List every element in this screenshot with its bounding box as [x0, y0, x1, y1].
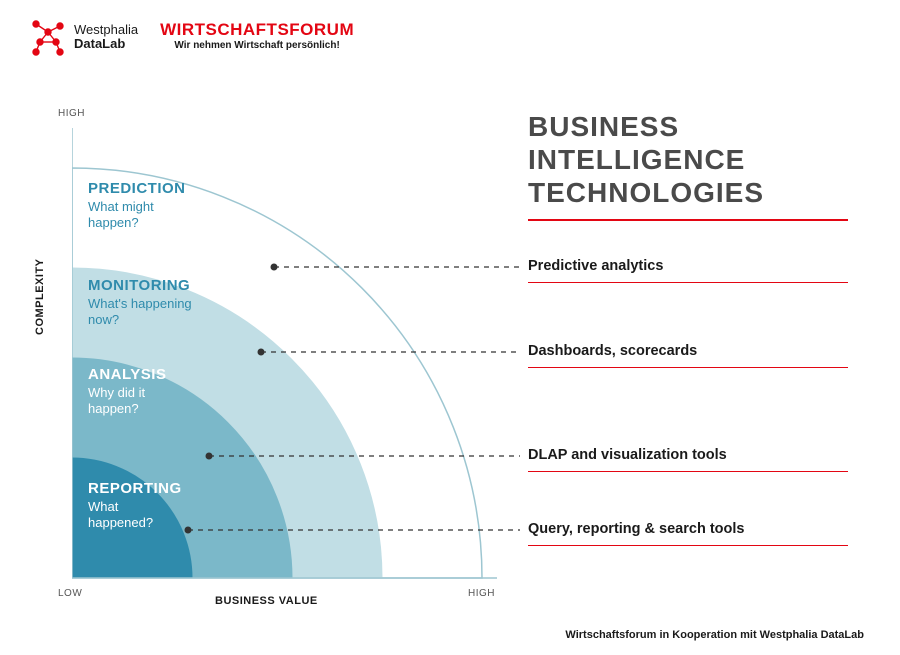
annotation-reporting: Query, reporting & search tools	[528, 521, 848, 546]
wforum-subtitle: Wir nehmen Wirtschaft persönlich!	[160, 40, 354, 51]
datalab-logo-text: Westphalia DataLab	[74, 23, 138, 50]
annotation-rule	[528, 282, 848, 283]
annotation-monitoring: Dashboards, scorecards	[528, 343, 848, 368]
annotation-reporting-label: Query, reporting & search tools	[528, 521, 744, 537]
datalab-network-icon	[30, 18, 66, 56]
datalab-logo-line2: DataLab	[74, 36, 125, 51]
quadrant-chart	[72, 108, 502, 580]
y-axis-label: COMPLEXITY	[34, 258, 46, 335]
wforum-title: WIRTSCHAFTSFORUM	[160, 20, 354, 40]
annotation-monitoring-label: Dashboards, scorecards	[528, 343, 697, 359]
annotation-prediction: Predictive analytics	[528, 258, 848, 283]
footer-credit: Wirtschaftsforum in Kooperation mit West…	[565, 629, 864, 641]
annotation-rule	[528, 545, 848, 546]
main-title-line3: TECHNOLOGIES	[528, 177, 764, 208]
title-rule	[528, 219, 848, 221]
x-axis-label: BUSINESS VALUE	[215, 595, 318, 607]
wirtschaftsforum-logo: WIRTSCHAFTSFORUM Wir nehmen Wirtschaft p…	[160, 18, 354, 51]
main-title: BUSINESS INTELLIGENCE TECHNOLOGIES	[528, 110, 848, 221]
y-axis-low-tick: LOW	[58, 588, 82, 599]
logo-block: Westphalia DataLab WIRTSCHAFTSFORUM Wir …	[30, 18, 354, 56]
annotation-analysis: DLAP and visualization tools	[528, 447, 848, 472]
annotation-rule	[528, 471, 848, 472]
main-title-line1: BUSINESS	[528, 111, 679, 142]
annotation-rule	[528, 367, 848, 368]
annotation-analysis-label: DLAP and visualization tools	[528, 447, 727, 463]
annotation-prediction-label: Predictive analytics	[528, 258, 663, 274]
westphalia-datalab-logo: Westphalia DataLab	[30, 18, 138, 56]
main-title-line2: INTELLIGENCE	[528, 144, 745, 175]
x-axis-high-tick: HIGH	[468, 588, 495, 599]
